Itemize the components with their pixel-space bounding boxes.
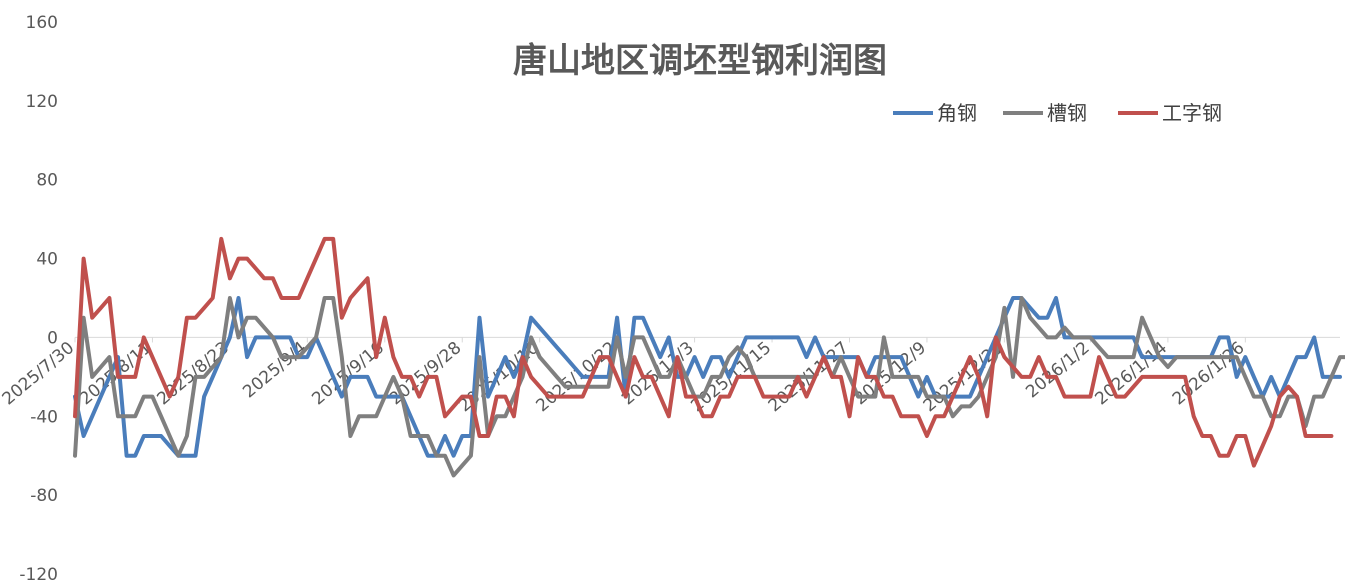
series-line-channel bbox=[73, 296, 1345, 478]
y-tick-label: 40 bbox=[36, 250, 58, 270]
y-axis-ticks: 160 120 80 40 0 -40 -80 -120 bbox=[19, 13, 58, 583]
y-tick-label: -120 bbox=[19, 565, 58, 583]
y-tick-label: -80 bbox=[30, 486, 58, 506]
legend-label: 槽钢 bbox=[1047, 101, 1087, 125]
y-tick-label: 160 bbox=[26, 13, 58, 33]
y-tick-label: 120 bbox=[26, 92, 58, 112]
series-layer bbox=[73, 236, 1345, 478]
legend: 角钢 槽钢 工字钢 bbox=[893, 101, 1222, 125]
series-line-angle bbox=[73, 296, 1342, 458]
legend-label: 工字钢 bbox=[1162, 101, 1222, 125]
x-tick-label: 2026/1/14 bbox=[1091, 338, 1171, 409]
y-tick-label: 80 bbox=[36, 171, 58, 191]
chart-title: 唐山地区调坯型钢利润图 bbox=[513, 41, 887, 81]
x-tick-label: 2025/7/30 bbox=[0, 338, 78, 409]
y-tick-label: -40 bbox=[30, 407, 58, 427]
legend-label: 角钢 bbox=[937, 101, 977, 125]
series-line-ibeam bbox=[73, 236, 1334, 468]
y-tick-label: 0 bbox=[47, 328, 58, 348]
